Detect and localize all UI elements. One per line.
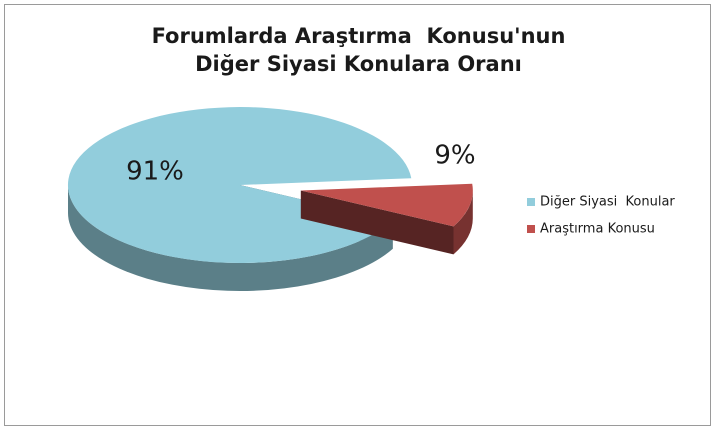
legend-label: Araştırma Konusu <box>540 222 655 237</box>
slice-side <box>68 185 393 292</box>
slice <box>67 107 412 264</box>
legend-label: Diğer Siyasi Konular <box>540 195 675 210</box>
slice-side <box>453 190 473 255</box>
chart-title: Forumlarda Araştırma Konusu'nun Diğer Si… <box>151 24 566 76</box>
data-label: 9% <box>434 141 475 171</box>
legend-swatch <box>527 225 535 233</box>
chart-border <box>4 4 711 426</box>
slice-face <box>300 190 454 255</box>
data-label: 91% <box>126 157 184 187</box>
legend-swatch <box>527 198 535 206</box>
slice <box>300 183 473 227</box>
